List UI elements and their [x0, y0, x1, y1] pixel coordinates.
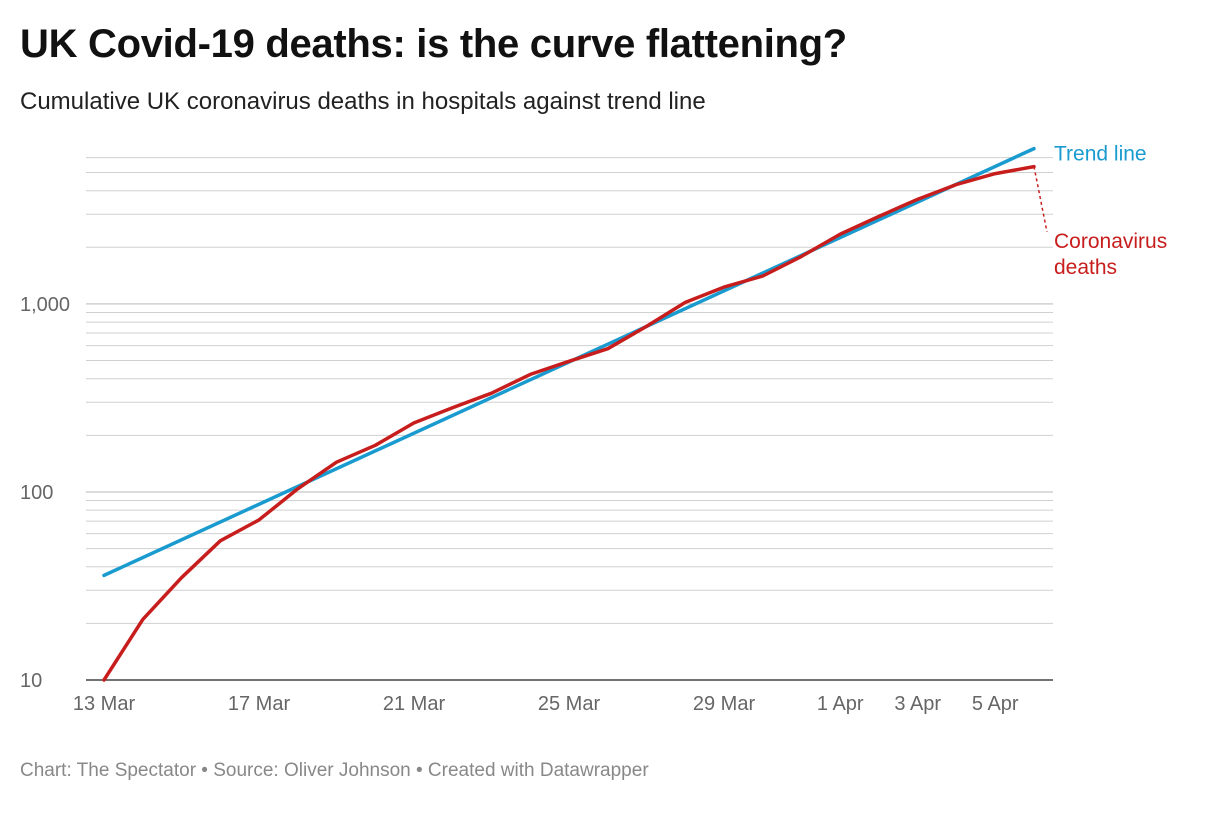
trend-line-label: Trend line	[1054, 143, 1147, 166]
x-tick-label: 25 Mar	[538, 693, 601, 715]
deaths-label-line: deaths	[1054, 256, 1117, 279]
x-tick-label: 3 Apr	[894, 693, 941, 715]
y-axis-labels: 10 100 1,000	[20, 294, 70, 692]
x-tick-label: 5 Apr	[972, 693, 1019, 715]
x-tick-label: 13 Mar	[73, 693, 136, 715]
x-tick-label: 29 Mar	[693, 693, 756, 715]
chart-subtitle: Cumulative UK coronavirus deaths in hosp…	[20, 88, 706, 115]
chart-footer: Chart: The Spectator • Source: Oliver Jo…	[20, 760, 649, 781]
series-lines	[102, 146, 1036, 682]
y-tick-label: 100	[20, 482, 53, 504]
gridlines	[86, 157, 1053, 681]
deaths-line	[102, 164, 1036, 682]
deaths-label-line: Coronavirus	[1054, 230, 1167, 253]
y-tick-label: 10	[20, 670, 42, 692]
deaths-label-leader	[1033, 166, 1048, 233]
chart-title: UK Covid-19 deaths: is the curve flatten…	[20, 22, 847, 66]
x-tick-label: 1 Apr	[817, 693, 864, 715]
x-axis-labels: 13 Mar 17 Mar 21 Mar 25 Mar 29 Mar 1 Apr 3 Apr…	[73, 693, 1019, 715]
deaths-line-label: Coronavirus deaths	[1054, 230, 1167, 279]
series-labels: Trend line Coronavirus deaths	[1033, 143, 1167, 279]
x-tick-label: 21 Mar	[383, 693, 446, 715]
y-tick-label: 1,000	[20, 294, 70, 316]
x-tick-label: 17 Mar	[228, 693, 291, 715]
